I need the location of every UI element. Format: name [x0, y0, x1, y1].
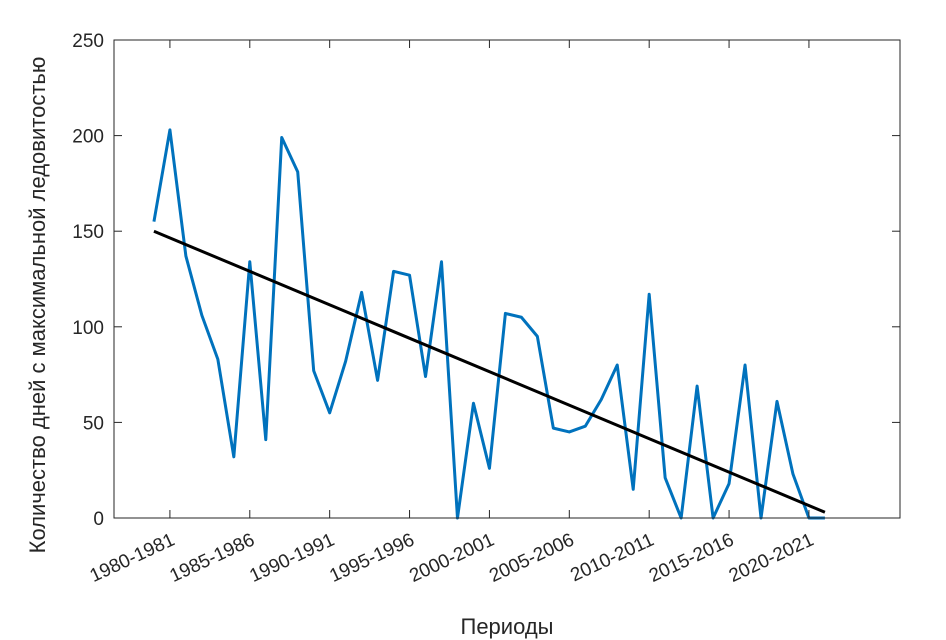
x-tick-label: 1985-1986 [167, 529, 258, 586]
x-tick-label: 2015-2016 [646, 529, 737, 586]
x-tick-label: 2020-2021 [726, 529, 817, 586]
x-tick-label: 1980-1981 [87, 529, 178, 586]
y-tick-label: 250 [72, 31, 104, 52]
y-axis-ticks: 0 50 100 150 200 250 [72, 31, 900, 530]
x-tick-label: 1995-1996 [326, 529, 417, 586]
y-tick-label: 0 [93, 509, 104, 530]
axes-box [113, 39, 901, 519]
x-tick-label: 1990-1991 [247, 529, 338, 586]
y-axis-title: Количество дней с максимальной ледовитос… [25, 57, 50, 554]
axes [113, 39, 901, 519]
x-tick-label: 2000-2001 [406, 529, 497, 586]
y-tick-label: 150 [72, 222, 104, 243]
y-tick-label: 50 [83, 413, 104, 434]
y-tick-label: 200 [72, 127, 104, 148]
x-axis-title: Периоды [461, 614, 554, 639]
y-tick-label: 100 [72, 318, 104, 339]
x-tick-label: 2005-2006 [486, 529, 577, 586]
trend-line [153, 229, 826, 514]
x-tick-label: 2010-2011 [567, 529, 657, 586]
plot-area [114, 40, 900, 518]
